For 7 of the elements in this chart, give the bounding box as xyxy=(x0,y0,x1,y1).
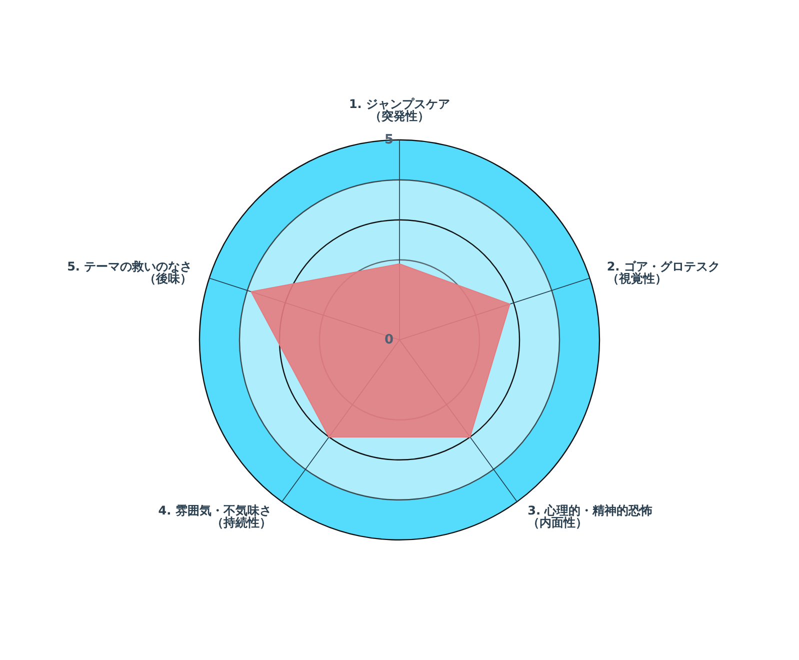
y-tick-label: 0 xyxy=(384,332,394,348)
spoke-label: 3. 心理的・精神的恐怖（内面性） xyxy=(528,503,653,530)
spoke-label: 5. テーマの救いのなさ（後味） xyxy=(67,260,192,286)
y-tick-label: 5 xyxy=(384,132,394,148)
spoke-label: 2. ゴア・グロテスク（視覚性） xyxy=(606,260,720,286)
spoke-label: 4. 雰囲気・不気味さ（持続性） xyxy=(158,503,272,530)
spoke-label: 1. ジャンプスケア（突発性） xyxy=(348,96,450,123)
